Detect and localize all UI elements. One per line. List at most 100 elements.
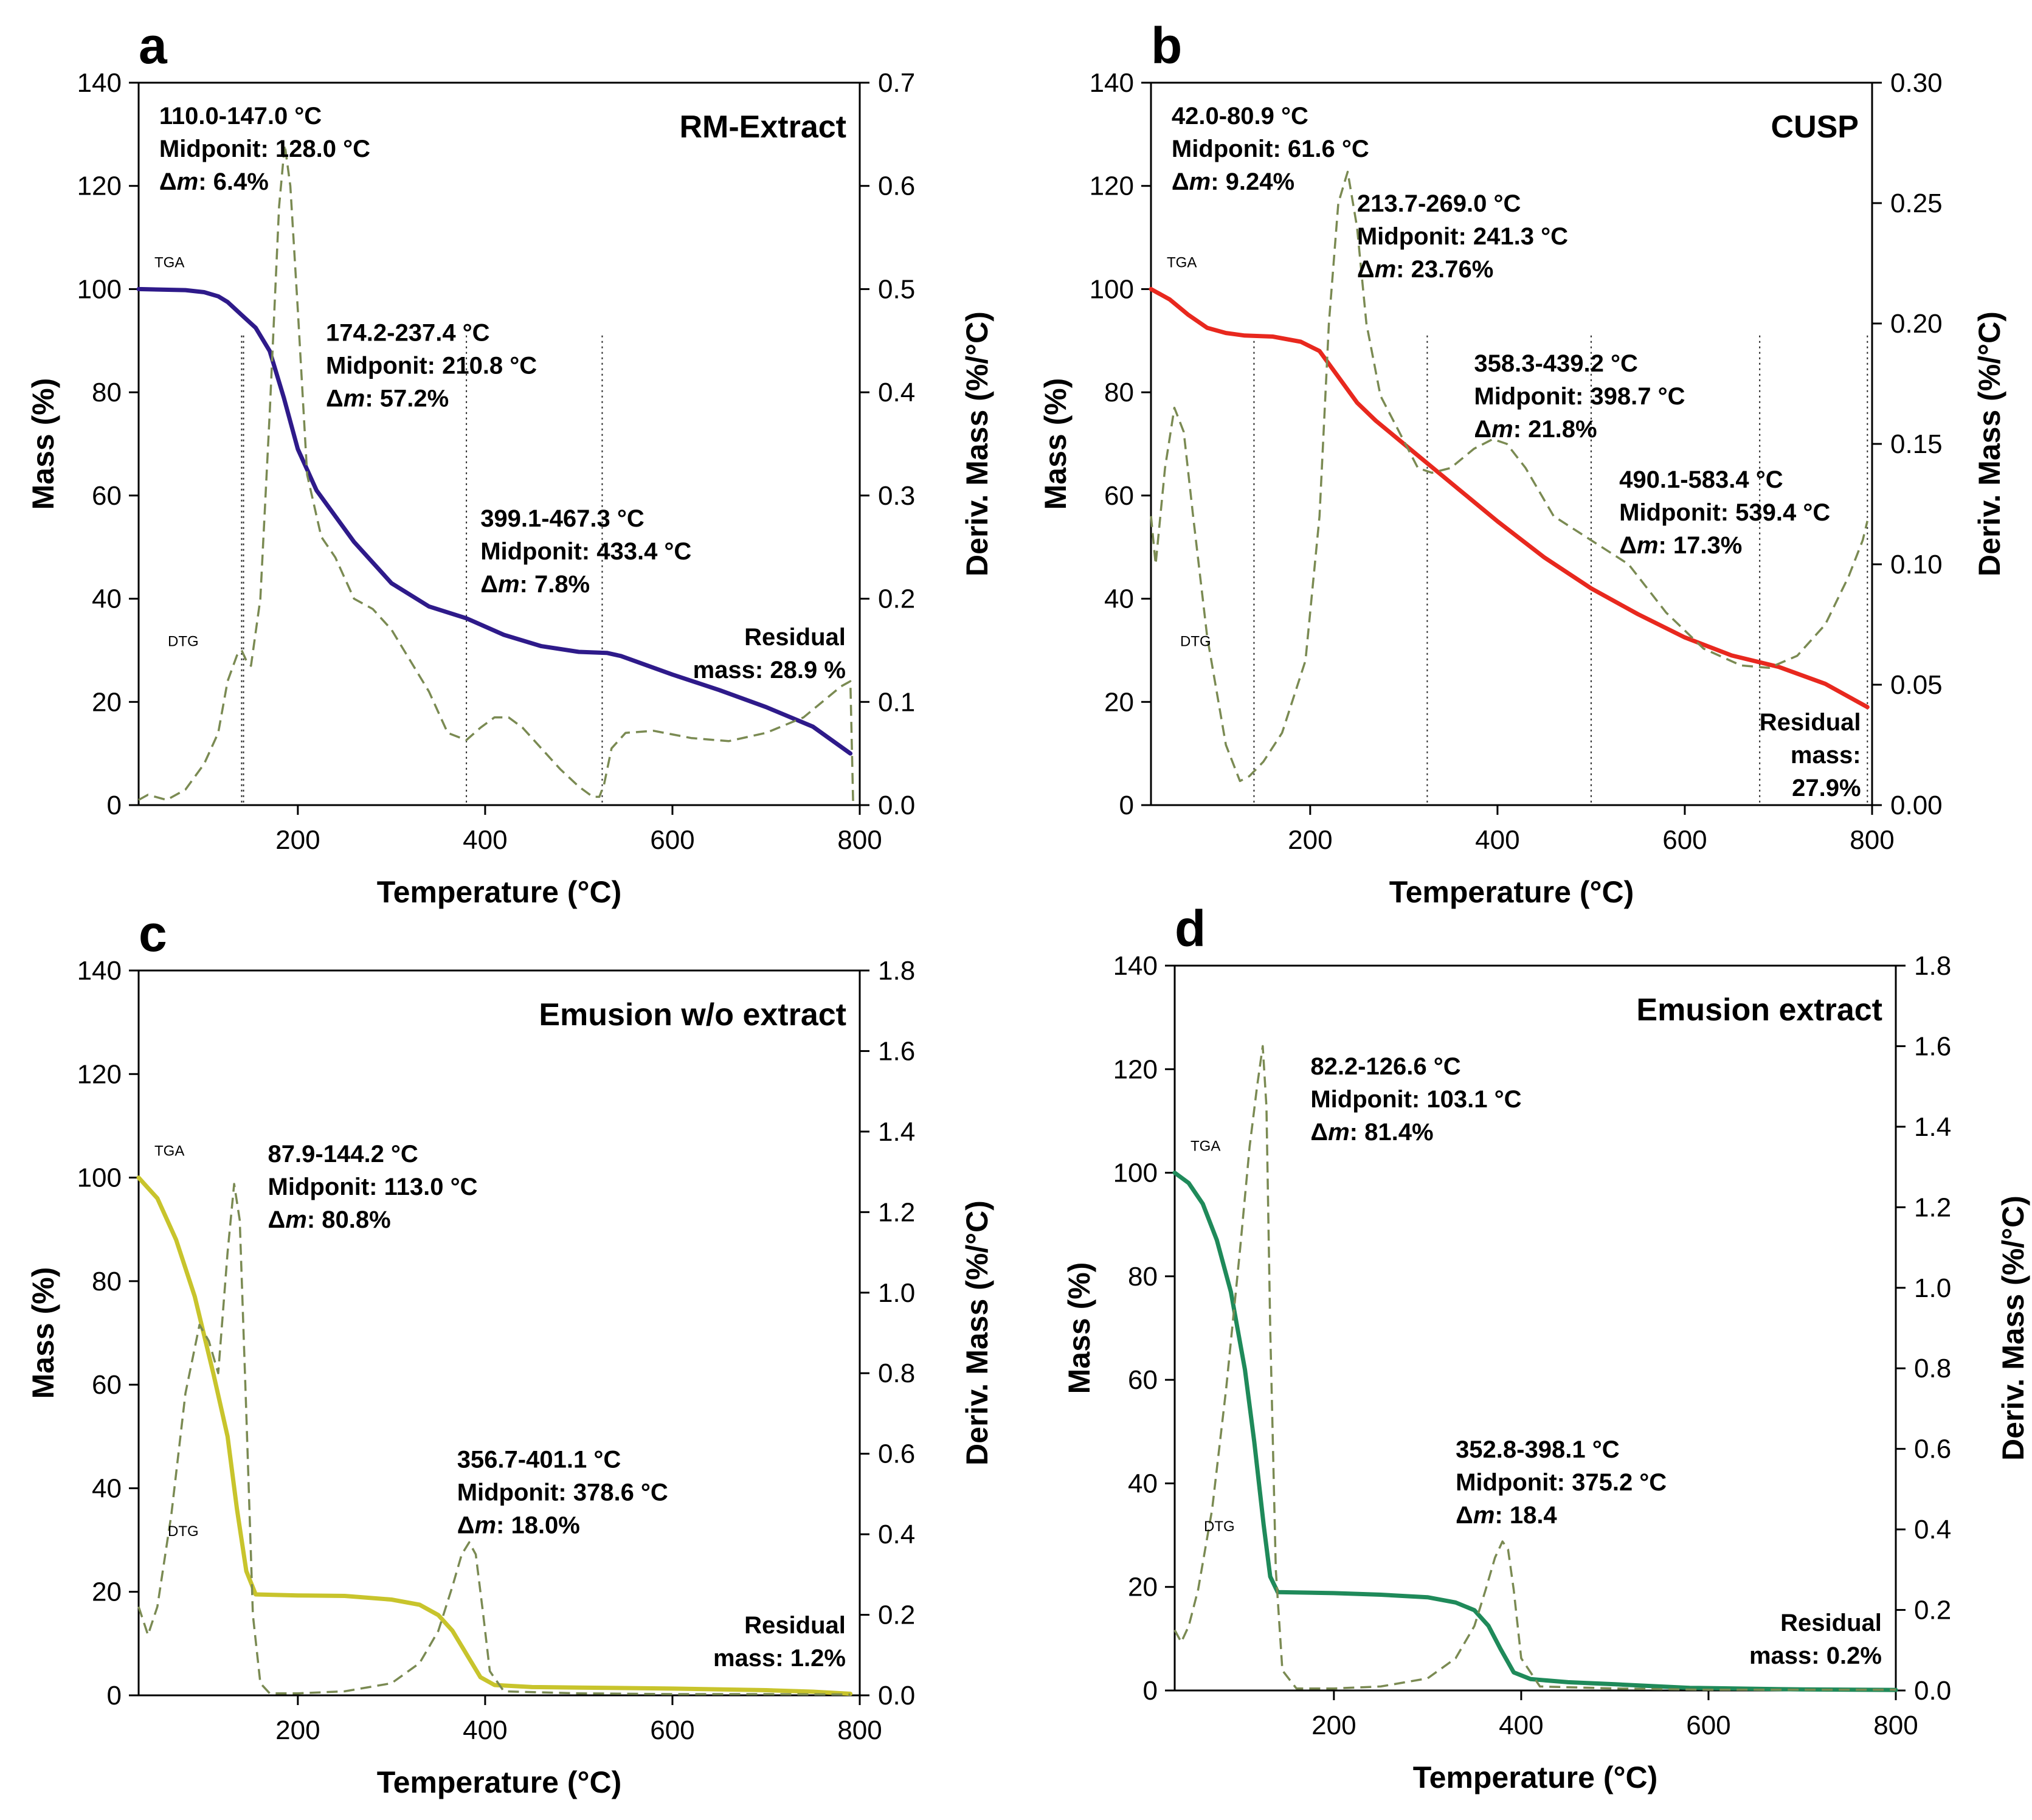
annotation-line: Δm: 81.4%: [1310, 1119, 1433, 1146]
x-axis-title: Temperature (°C): [377, 1765, 621, 1799]
dtg-curve: [138, 144, 854, 806]
x-tick-label: 400: [463, 1715, 507, 1745]
y-tick-label: 120: [77, 171, 122, 201]
x-tick-label: 600: [1686, 1711, 1730, 1740]
y2-tick-label: 1.6: [878, 1036, 915, 1066]
y2-tick-label: 1.4: [1914, 1112, 1951, 1142]
annotation-line: 82.2-126.6 °C: [1310, 1053, 1460, 1080]
annotation-line: Midponit: 210.8 °C: [326, 352, 537, 379]
annotation-line: Midponit: 433.4 °C: [480, 538, 691, 565]
y2-tick-label: 0.4: [1914, 1515, 1951, 1545]
y2-tick-label: 0.1: [878, 687, 915, 717]
y2-tick-label: 1.6: [1914, 1031, 1951, 1061]
y2-tick-label: 1.8: [878, 956, 915, 986]
y-tick-label: 80: [92, 1267, 122, 1296]
y-tick-label: 0: [107, 791, 122, 820]
tga-curve: [1172, 1171, 1898, 1692]
annotation-line: Δm: 9.24%: [1172, 168, 1294, 195]
y2-tick-label: 0.05: [1890, 670, 1943, 700]
y-tick-label: 60: [1128, 1365, 1158, 1395]
tga-tag: TGA: [154, 1143, 184, 1160]
y-tick-label: 120: [1090, 171, 1134, 201]
y2-tick-label: 0.2: [1914, 1596, 1951, 1625]
sample-title: RM-Extract: [680, 109, 847, 145]
y2-tick-label: 1.0: [1914, 1273, 1951, 1303]
y-tick-label: 20: [1104, 687, 1134, 717]
y-tick-label: 20: [92, 687, 122, 717]
annotation-line: Residual: [744, 1612, 846, 1639]
y-tick-label: 20: [1128, 1573, 1158, 1602]
y-axis-title: Mass (%): [1038, 378, 1073, 510]
y-tick-label: 20: [92, 1577, 122, 1607]
annotation: 352.8-398.1 °C Midponit: 375.2 °C Δm: 18.4: [1456, 1436, 1667, 1529]
tga-curve: [136, 286, 853, 756]
tga-curve: [136, 1175, 853, 1696]
plot-frame: [137, 969, 861, 1697]
annotation-line: Δm: 57.2%: [326, 385, 449, 412]
annotation: 42.0-80.9 °C Midponit: 61.6 °C Δm: 9.24%: [1172, 103, 1369, 195]
y2-tick-label: 1.8: [1914, 951, 1951, 981]
y-tick-label: 80: [1104, 378, 1134, 407]
y2-axis-title: Deriv. Mass (%/°C): [960, 311, 994, 576]
tga-tag: TGA: [154, 254, 184, 271]
annotation-line: Midponit: 375.2 °C: [1456, 1469, 1667, 1496]
annotation: Residual mass: 28.9 %: [693, 624, 846, 683]
sample-title: Emusion extract: [1636, 992, 1882, 1028]
x-tick-label: 800: [837, 1715, 882, 1745]
panel-c: c 200 400 600 800 0 20 40 60 80 100 120 140 0.0 0.2 0.4…: [26, 905, 994, 1799]
annotation: 490.1-583.4 °C Midponit: 539.4 °C Δm: 17.3…: [1619, 466, 1830, 559]
annotation: 213.7-269.0 °C Midponit: 241.3 °C Δm: 23.7…: [1357, 190, 1568, 283]
annotation-line: Midponit: 378.6 °C: [457, 1479, 668, 1506]
x-tick-label: 400: [463, 825, 507, 855]
annotation-line: Δm: 80.8%: [268, 1206, 391, 1233]
y-tick-label: 100: [1113, 1158, 1158, 1188]
y-tick-label: 120: [77, 1059, 122, 1089]
x-tick-label: 400: [1499, 1711, 1543, 1740]
x-tick-label: 200: [275, 1715, 320, 1745]
annotation-line: Midponit: 539.4 °C: [1619, 499, 1830, 526]
y-tick-label: 140: [1113, 951, 1158, 981]
dtg-curve: [137, 1183, 851, 1696]
annotation: 358.3-439.2 °C Midponit: 398.7 °C Δm: 21.8…: [1474, 350, 1685, 443]
y2-tick-label: 0.2: [878, 584, 915, 614]
annotation: 356.7-401.1 °C Midponit: 378.6 °C Δm: 18.0…: [457, 1446, 668, 1538]
annotation-line: 399.1-467.3 °C: [480, 505, 645, 532]
y2-tick-label: 0.00: [1890, 791, 1943, 820]
x-tick-label: 200: [1288, 825, 1332, 855]
x-tick-label: 800: [1850, 825, 1894, 855]
y-tick-label: 0: [1119, 791, 1134, 820]
dtg-tag: DTG: [1180, 634, 1211, 650]
y-axis-title: Mass (%): [26, 378, 60, 510]
annotation: 399.1-467.3 °C Midponit: 433.4 °C Δm: 7.8%: [480, 505, 691, 598]
y-tick-label: 0: [1143, 1676, 1158, 1706]
y2-tick-label: 0.2: [878, 1600, 915, 1630]
annotation-line: mass: 1.2%: [713, 1645, 846, 1672]
x-tick-label: 200: [275, 825, 320, 855]
y2-tick-label: 0.7: [878, 68, 915, 98]
y2-axis-title: Deriv. Mass (%/°C): [1996, 1195, 2030, 1461]
dtg-tag: DTG: [168, 634, 199, 650]
y2-tick-label: 0.6: [1914, 1434, 1951, 1464]
annotation-line: 87.9-144.2 °C: [268, 1141, 418, 1168]
annotation-line: Δm: 7.8%: [480, 571, 590, 598]
y2-tick-label: 1.0: [878, 1278, 915, 1308]
y2-tick-label: 0.0: [878, 791, 915, 820]
annotation-line: Midponit: 398.7 °C: [1474, 383, 1685, 410]
annotation-line: 174.2-237.4 °C: [326, 319, 490, 346]
y-tick-label: 60: [92, 1370, 122, 1400]
annotation: Residual mass: 27.9%: [1760, 709, 1861, 801]
annotation-line: 110.0-147.0 °C: [159, 103, 322, 130]
y2-tick-label: 0.5: [878, 274, 915, 304]
panel-a: a 200 400 600 800 0 20 40 60 80 100 120 140 0.0 0.1 0.2…: [26, 17, 994, 909]
y2-tick-label: 1.2: [878, 1197, 915, 1227]
y-tick-label: 100: [77, 1163, 122, 1193]
y-tick-label: 140: [1090, 68, 1134, 98]
dtg-tag: DTG: [1204, 1518, 1235, 1535]
annotation-line: Midponit: 103.1 °C: [1310, 1086, 1521, 1113]
annotation-line: 356.7-401.1 °C: [457, 1446, 621, 1473]
x-tick-label: 200: [1311, 1711, 1356, 1740]
x-tick-label: 400: [1475, 825, 1519, 855]
y2-tick-label: 0.4: [878, 378, 915, 407]
annotation: 82.2-126.6 °C Midponit: 103.1 °C Δm: 81.4%: [1310, 1053, 1521, 1146]
plot-frame: [137, 81, 861, 806]
